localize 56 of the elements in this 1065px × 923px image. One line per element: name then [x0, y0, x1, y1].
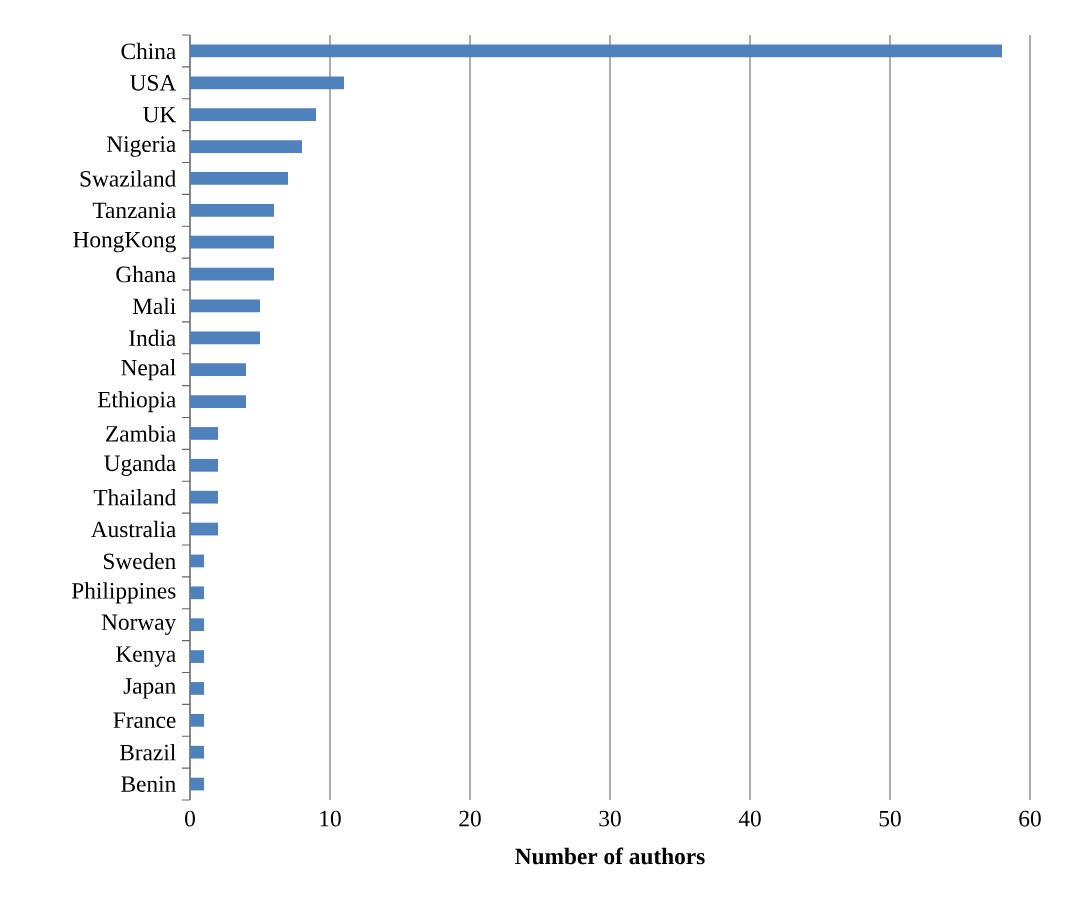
x-tick-label: 40	[738, 810, 761, 827]
bar	[190, 172, 288, 185]
y-tick-label: Thailand	[93, 488, 176, 506]
y-tick-label: Australia	[90, 520, 176, 538]
y-tick-label: Norway	[101, 614, 177, 635]
bar	[190, 618, 204, 632]
bar	[190, 682, 204, 695]
y-tick-label: Brazil	[119, 743, 176, 761]
bar	[190, 745, 204, 759]
y-tick-label: France	[113, 712, 176, 729]
bar	[190, 395, 246, 408]
y-tick-label: India	[129, 329, 176, 347]
bar	[190, 299, 260, 313]
x-axis-title: Number of authors	[515, 847, 705, 865]
bar	[190, 140, 302, 153]
bar	[190, 650, 204, 663]
bar	[190, 427, 218, 440]
bar	[190, 586, 204, 600]
bar	[190, 331, 260, 345]
x-tick-label: 20	[459, 810, 481, 827]
y-tick-label: China	[121, 42, 176, 60]
bar	[190, 458, 218, 472]
y-tick-label: Tanzania	[92, 202, 176, 219]
bar	[190, 235, 274, 249]
bar	[190, 522, 218, 536]
y-tick-label: Swaziland	[80, 170, 176, 187]
x-tick-label: 60	[1019, 810, 1041, 827]
y-tick-label: Mali	[132, 297, 176, 315]
bar	[190, 363, 246, 377]
bar	[190, 713, 204, 727]
y-tick-label: Ghana	[116, 265, 176, 283]
y-tick-label: Benin	[121, 776, 176, 792]
y-tick-label: UK	[143, 106, 177, 123]
bar	[190, 108, 316, 122]
y-tick-label: Zambia	[106, 425, 176, 442]
x-tick-label: 0	[185, 810, 195, 827]
y-tick-label: Nigeria	[106, 136, 176, 157]
bar	[190, 777, 204, 791]
y-tick-label: HongKong	[73, 232, 176, 253]
bar	[190, 44, 1002, 58]
y-tick-label: Kenya	[116, 646, 176, 667]
y-tick-label: Sweden	[103, 552, 176, 570]
y-tick-label: Uganda	[104, 454, 176, 476]
x-tick-label: 50	[879, 810, 901, 827]
y-tick-label: Ethiopia	[97, 390, 176, 413]
x-tick-label: 10	[320, 810, 341, 827]
x-tick-label: 30	[599, 810, 621, 827]
y-tick-label: Nepal	[121, 359, 176, 381]
y-tick-label: Philippines	[71, 582, 176, 604]
bar	[190, 267, 274, 281]
y-tick-label: Japan	[123, 678, 176, 699]
bar	[190, 203, 274, 217]
bar	[190, 76, 344, 90]
bar	[190, 554, 204, 568]
bar	[190, 490, 218, 504]
y-tick-label: USA	[130, 74, 177, 91]
